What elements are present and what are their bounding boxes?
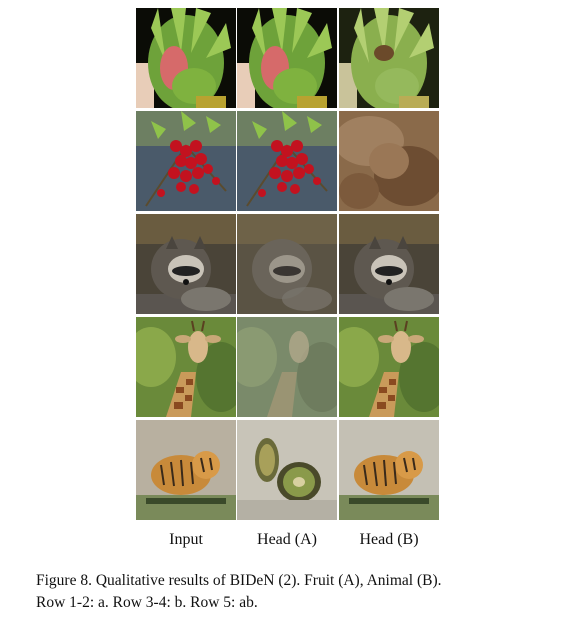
raccoon-input bbox=[136, 214, 236, 314]
image-r2-head-a bbox=[237, 111, 337, 211]
column-label-head-b: Head (B) bbox=[359, 531, 419, 548]
image-r1-head-b bbox=[339, 8, 439, 108]
image-r3-head-b bbox=[339, 214, 439, 314]
image-r4-head-a bbox=[237, 317, 337, 417]
caption-line-2: Row 1-2: a. Row 3-4: b. Row 5: ab. bbox=[36, 594, 258, 611]
image-r1-input bbox=[136, 8, 236, 108]
giraffe-head-b bbox=[339, 317, 439, 417]
figure-caption: Figure 8. Qualitative results of BIDeN (… bbox=[36, 570, 556, 614]
image-r5-input bbox=[136, 420, 236, 520]
dragon-fruit-head-b bbox=[339, 8, 439, 108]
tiger-head-a bbox=[237, 420, 337, 520]
image-r1-head-a bbox=[237, 8, 337, 108]
image-r3-head-a bbox=[237, 214, 337, 314]
image-r2-head-b bbox=[339, 111, 439, 211]
image-r4-input bbox=[136, 317, 236, 417]
red-currants-head-a bbox=[237, 111, 337, 211]
raccoon-head-b bbox=[339, 214, 439, 314]
dragon-fruit-head-a bbox=[237, 8, 337, 108]
raccoon-head-a bbox=[237, 214, 337, 314]
image-r5-head-a bbox=[237, 420, 337, 520]
image-r4-head-b bbox=[339, 317, 439, 417]
image-r2-input bbox=[136, 111, 236, 211]
tiger-head-b bbox=[339, 420, 439, 520]
column-label-input: Input bbox=[169, 531, 203, 548]
tiger-input bbox=[136, 420, 236, 520]
giraffe-head-a bbox=[237, 317, 337, 417]
red-currants-head-b bbox=[339, 111, 439, 211]
column-label-head-a: Head (A) bbox=[257, 531, 317, 548]
caption-line-1: Figure 8. Qualitative results of BIDeN (… bbox=[36, 572, 442, 589]
image-r3-input bbox=[136, 214, 236, 314]
red-currants-input bbox=[136, 111, 236, 211]
giraffe-input bbox=[136, 317, 236, 417]
image-r5-head-b bbox=[339, 420, 439, 520]
dragon-fruit-input bbox=[136, 8, 236, 108]
